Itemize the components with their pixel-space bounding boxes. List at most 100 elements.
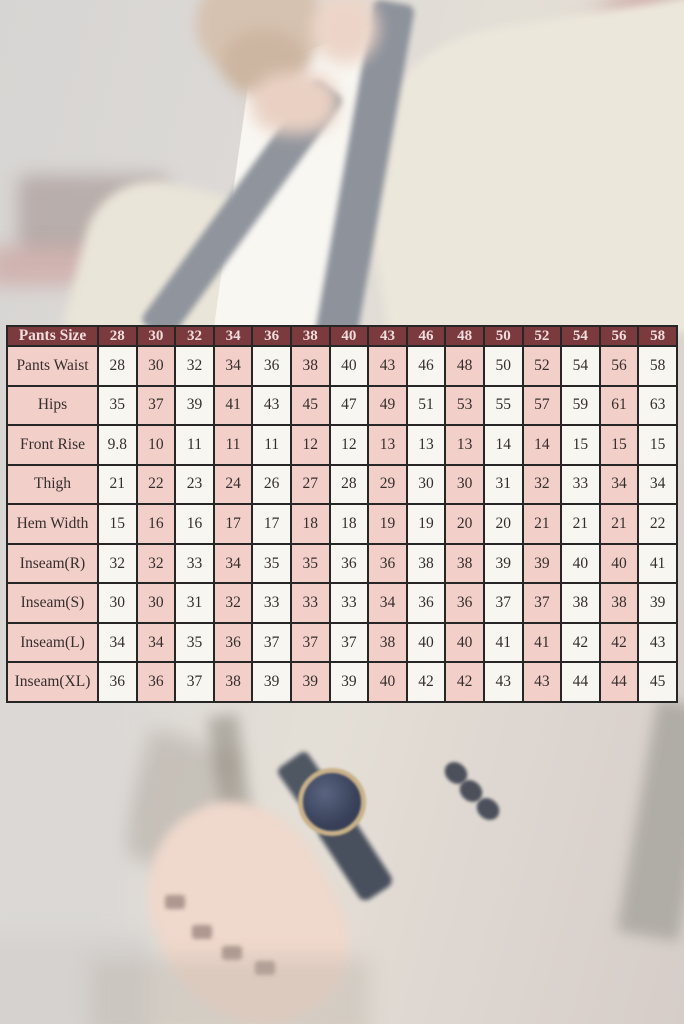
value-cell: 33 bbox=[328, 582, 370, 624]
size-chart-body: Pants Waist 28 30 32 34 36 38 40 43 46 48 50 52 54 56 5… bbox=[6, 345, 678, 703]
value-cell: 38 bbox=[560, 582, 601, 624]
table-row: Front Rise 9.8 10 11 11 11 12 12 13 13 13 14 14 15 15 1… bbox=[6, 424, 678, 466]
value-cell: 38 bbox=[444, 542, 485, 585]
value-cell: 36 bbox=[367, 542, 408, 585]
cheek bbox=[312, 0, 378, 64]
value-cell: 36 bbox=[405, 582, 447, 624]
value-cell: 43 bbox=[482, 661, 524, 703]
value-cell: 38 bbox=[212, 661, 254, 703]
value-cell: 42 bbox=[560, 621, 601, 664]
value-cell: 30 bbox=[444, 463, 485, 506]
value-cell: 35 bbox=[97, 384, 138, 427]
value-cell: 59 bbox=[560, 384, 601, 427]
header-size-cell: 43 bbox=[367, 325, 408, 347]
header-size-cell: 30 bbox=[135, 325, 177, 347]
value-cell: 41 bbox=[212, 384, 254, 427]
table-row: Hips 35 37 39 41 43 45 47 49 51 53 55 57 59 61 63 bbox=[6, 384, 678, 427]
value-cell: 43 bbox=[367, 345, 408, 387]
value-cell: 15 bbox=[560, 424, 601, 466]
value-cell: 30 bbox=[135, 582, 177, 624]
value-cell: 42 bbox=[598, 621, 640, 664]
value-cell: 32 bbox=[212, 582, 254, 624]
header-size-cell: 46 bbox=[405, 325, 447, 347]
value-cell: 35 bbox=[289, 542, 331, 585]
header-size-cell: 56 bbox=[598, 325, 640, 347]
value-cell: 52 bbox=[521, 345, 563, 387]
value-cell: 20 bbox=[444, 503, 485, 545]
beard bbox=[196, 0, 324, 80]
row-label-cell: Inseam(XL) bbox=[6, 661, 99, 703]
value-cell: 14 bbox=[482, 424, 524, 466]
background-left-gray bbox=[0, 700, 125, 960]
value-cell: 12 bbox=[289, 424, 331, 466]
size-chart-container: Pants Size 28 30 32 34 36 38 40 43 46 48 50 52 54 56 58… bbox=[6, 325, 678, 703]
tuxedo-lapel-right bbox=[314, 0, 416, 342]
value-cell: 43 bbox=[251, 384, 292, 427]
value-cell: 26 bbox=[251, 463, 292, 506]
value-cell: 40 bbox=[560, 542, 601, 585]
value-cell: 21 bbox=[598, 503, 640, 545]
value-cell: 53 bbox=[444, 384, 485, 427]
value-cell: 30 bbox=[405, 463, 447, 506]
row-label-cell: Inseam(L) bbox=[6, 621, 99, 664]
value-cell: 43 bbox=[521, 661, 563, 703]
value-cell: 17 bbox=[251, 503, 292, 545]
value-cell: 22 bbox=[135, 463, 177, 506]
value-cell: 40 bbox=[444, 621, 485, 664]
value-cell: 37 bbox=[521, 582, 563, 624]
row-label-cell: Thigh bbox=[6, 463, 99, 506]
value-cell: 11 bbox=[212, 424, 254, 466]
blurred-red-band bbox=[0, 246, 195, 286]
value-cell: 28 bbox=[97, 345, 138, 387]
value-cell: 61 bbox=[598, 384, 640, 427]
value-cell: 40 bbox=[598, 542, 640, 585]
sleeve-shadow bbox=[112, 727, 238, 879]
value-cell: 40 bbox=[405, 621, 447, 664]
value-cell: 15 bbox=[637, 424, 678, 466]
value-cell: 36 bbox=[135, 661, 177, 703]
value-cell: 39 bbox=[251, 661, 292, 703]
value-cell: 33 bbox=[251, 582, 292, 624]
value-cell: 13 bbox=[444, 424, 485, 466]
row-label-cell: Inseam(R) bbox=[6, 542, 99, 585]
value-cell: 33 bbox=[560, 463, 601, 506]
value-cell: 14 bbox=[521, 424, 563, 466]
value-cell: 36 bbox=[251, 345, 292, 387]
value-cell: 41 bbox=[637, 542, 678, 585]
sleeve-button bbox=[472, 793, 504, 825]
row-label-cell: Front Rise bbox=[6, 424, 99, 466]
watch-strap-lower bbox=[315, 808, 395, 904]
table-row: Inseam(S) 30 30 31 32 33 33 33 34 36 36 37 37 38 38 39 bbox=[6, 582, 678, 624]
table-row: Pants Waist 28 30 32 34 36 38 40 43 46 48 50 52 54 56 5… bbox=[6, 345, 678, 387]
knuckle-tattoo bbox=[165, 895, 185, 909]
value-cell: 19 bbox=[367, 503, 408, 545]
beard-chin bbox=[222, 30, 306, 96]
value-cell: 39 bbox=[521, 542, 563, 585]
row-label-cell: Inseam(S) bbox=[6, 582, 99, 624]
header-size-cell: 28 bbox=[97, 325, 138, 347]
value-cell: 12 bbox=[328, 424, 370, 466]
value-cell: 40 bbox=[367, 661, 408, 703]
neck bbox=[252, 72, 338, 134]
value-cell: 36 bbox=[328, 542, 370, 585]
value-cell: 23 bbox=[174, 463, 215, 506]
header-size-cell: 38 bbox=[289, 325, 331, 347]
value-cell: 20 bbox=[482, 503, 524, 545]
value-cell: 36 bbox=[97, 661, 138, 703]
size-chart-header-row: Pants Size 28 30 32 34 36 38 40 43 46 48 50 52 54 56 58 bbox=[6, 325, 678, 347]
tuxedo-lapel-left bbox=[139, 78, 345, 342]
value-cell: 56 bbox=[598, 345, 640, 387]
hand bbox=[111, 771, 379, 1024]
sleeve-gap-shadow bbox=[207, 713, 263, 897]
value-cell: 24 bbox=[212, 463, 254, 506]
value-cell: 29 bbox=[367, 463, 408, 506]
value-cell: 36 bbox=[212, 621, 254, 664]
size-chart: Pants Size 28 30 32 34 36 38 40 43 46 48 50 52 54 56 58… bbox=[6, 325, 678, 703]
value-cell: 32 bbox=[174, 345, 215, 387]
size-chart-header: Pants Size 28 30 32 34 36 38 40 43 46 48 50 52 54 56 58 bbox=[6, 325, 678, 347]
value-cell: 10 bbox=[135, 424, 177, 466]
value-cell: 16 bbox=[135, 503, 177, 545]
background-bottom-left-gray bbox=[0, 935, 150, 1024]
row-label-cell: Hips bbox=[6, 384, 99, 427]
value-cell: 36 bbox=[444, 582, 485, 624]
